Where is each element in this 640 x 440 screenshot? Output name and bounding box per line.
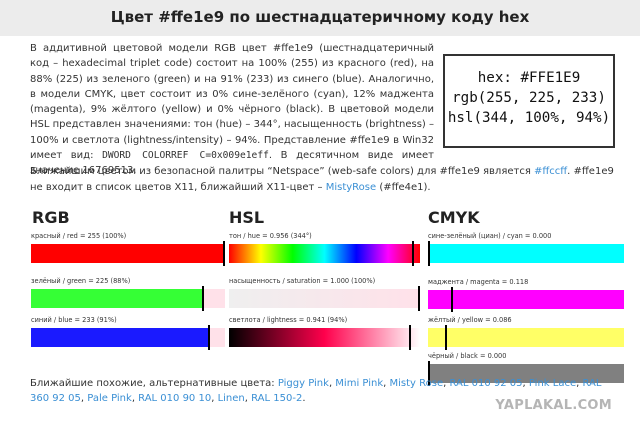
separator: , [244, 393, 252, 404]
rgb-bar-label: красный / red = 255 (100%) [31, 232, 127, 240]
similar-color-link[interactable]: Pale Pink [87, 393, 132, 404]
websafe-paragraph: Ближайшим цветом из безопасной палитры “… [30, 164, 620, 195]
cmyk-bar-label: чёрный / black = 0.000 [428, 352, 507, 360]
separator: , [328, 378, 336, 389]
rgb-bar-label: синий / blue = 233 (91%) [31, 316, 117, 324]
similar-color-link[interactable]: Linen [217, 393, 245, 404]
rgb-bar-marker [208, 325, 210, 350]
description-text: В аддитивной цветовой модели RGB цвет #f… [30, 43, 434, 162]
rgb-bar [31, 328, 225, 347]
hsl-bar [229, 244, 420, 263]
description-text-end: . В десятичном виде имеет значение 16769… [30, 150, 434, 177]
x11-text-end: (#ffe4e1). [376, 181, 431, 193]
separator: , [131, 393, 139, 404]
cmyk-bar [428, 364, 624, 383]
cmyk-bar-marker [451, 287, 453, 312]
separator: , [211, 393, 218, 404]
similar-color-link[interactable]: RAL 360 92 05 [30, 378, 602, 404]
color-codes-box: hex: #FFE1E9 rgb(255, 225, 233) hsl(344,… [443, 54, 615, 148]
websafe-text: Ближайшим цветом из безопасной палитры “… [30, 166, 535, 177]
page-title: Цвет #ffe1e9 по шестнадцатеричному коду … [110, 8, 530, 26]
rgb-bar-marker [202, 286, 204, 311]
similar-color-link[interactable]: RAL 150-2 [251, 393, 303, 404]
hsl-bar-label: насыщенность / saturation = 1.000 (100%) [229, 277, 376, 285]
similar-color-link[interactable]: Misty Rose [389, 378, 444, 389]
cmyk-bar-marker [428, 241, 430, 266]
hsl-bar-marker [412, 241, 414, 266]
similar-color-link[interactable]: RAL 010 90 10 [138, 393, 212, 404]
separator: . [302, 393, 306, 404]
websafe-color-link[interactable]: #ffccff [534, 166, 568, 177]
similar-colors-paragraph: Ближайшие похожие, альтернативные цвета:… [30, 376, 620, 406]
similar-color-link[interactable]: Pink Lace [528, 378, 577, 389]
rgb-bar [31, 289, 225, 308]
separator: , [522, 378, 529, 389]
similar-color-link[interactable]: Mimi Pink [335, 378, 384, 389]
x11-color-link[interactable]: MistyRose [325, 181, 377, 193]
description-paragraph: В аддитивной цветовой модели RGB цвет #f… [30, 41, 434, 179]
rgb-bar-label: зелёный / green = 225 (88%) [31, 277, 131, 285]
hsl-bar [229, 328, 420, 347]
similar-links: Piggy Pink, Mimi Pink, Misty Rose, RAL 0… [30, 378, 601, 404]
cmyk-bar-marker [445, 325, 447, 350]
hsl-code: hsl(344, 100%, 94%) [447, 110, 611, 126]
hsl-bar [229, 289, 420, 308]
hsl-bar-label: тон / hue = 0.956 (344°) [229, 232, 312, 240]
cmyk-bar [428, 328, 624, 347]
cmyk-bar-label: жёлтый / yellow = 0.086 [428, 316, 512, 324]
cmyk-bar-label: маджента / magenta = 0.118 [428, 278, 529, 286]
cmyk-title: CMYK [428, 208, 480, 227]
win32-code: DWORD COLORREF C=0x009e1eff [102, 150, 269, 162]
hsl-bar-marker [418, 286, 420, 311]
rgb-title: RGB [32, 208, 70, 227]
rgb-code: rgb(255, 225, 233) [452, 90, 606, 106]
cmyk-bar-marker [428, 361, 430, 386]
title-band [0, 0, 640, 36]
rgb-bar [31, 244, 225, 263]
similar-color-link[interactable]: Piggy Pink [277, 378, 329, 389]
hex-code: hex: #FFE1E9 [477, 70, 581, 86]
hsl-bar-label: светлота / lightness = 0.941 (94%) [229, 316, 348, 324]
cmyk-bar [428, 244, 624, 263]
rgb-bar-marker [223, 241, 225, 266]
x11-text: . #ffe1e9 не входит в список цветов X11,… [30, 166, 614, 193]
cmyk-bar-label: сине-зелёный (циан) / cyan = 0.000 [428, 232, 552, 240]
separator: , [383, 378, 390, 389]
separator: , [443, 378, 450, 389]
similar-intro: Ближайшие похожие, альтернативные цвета: [30, 378, 278, 389]
separator: , [576, 378, 583, 389]
watermark-logo: YAPLAKAL.COM [495, 398, 612, 413]
separator: , [80, 393, 88, 404]
cmyk-bar [428, 290, 624, 309]
similar-color-link[interactable]: RAL 010 92 05 [449, 378, 523, 389]
hsl-bar-marker [409, 325, 411, 350]
hsl-title: HSL [229, 208, 265, 227]
